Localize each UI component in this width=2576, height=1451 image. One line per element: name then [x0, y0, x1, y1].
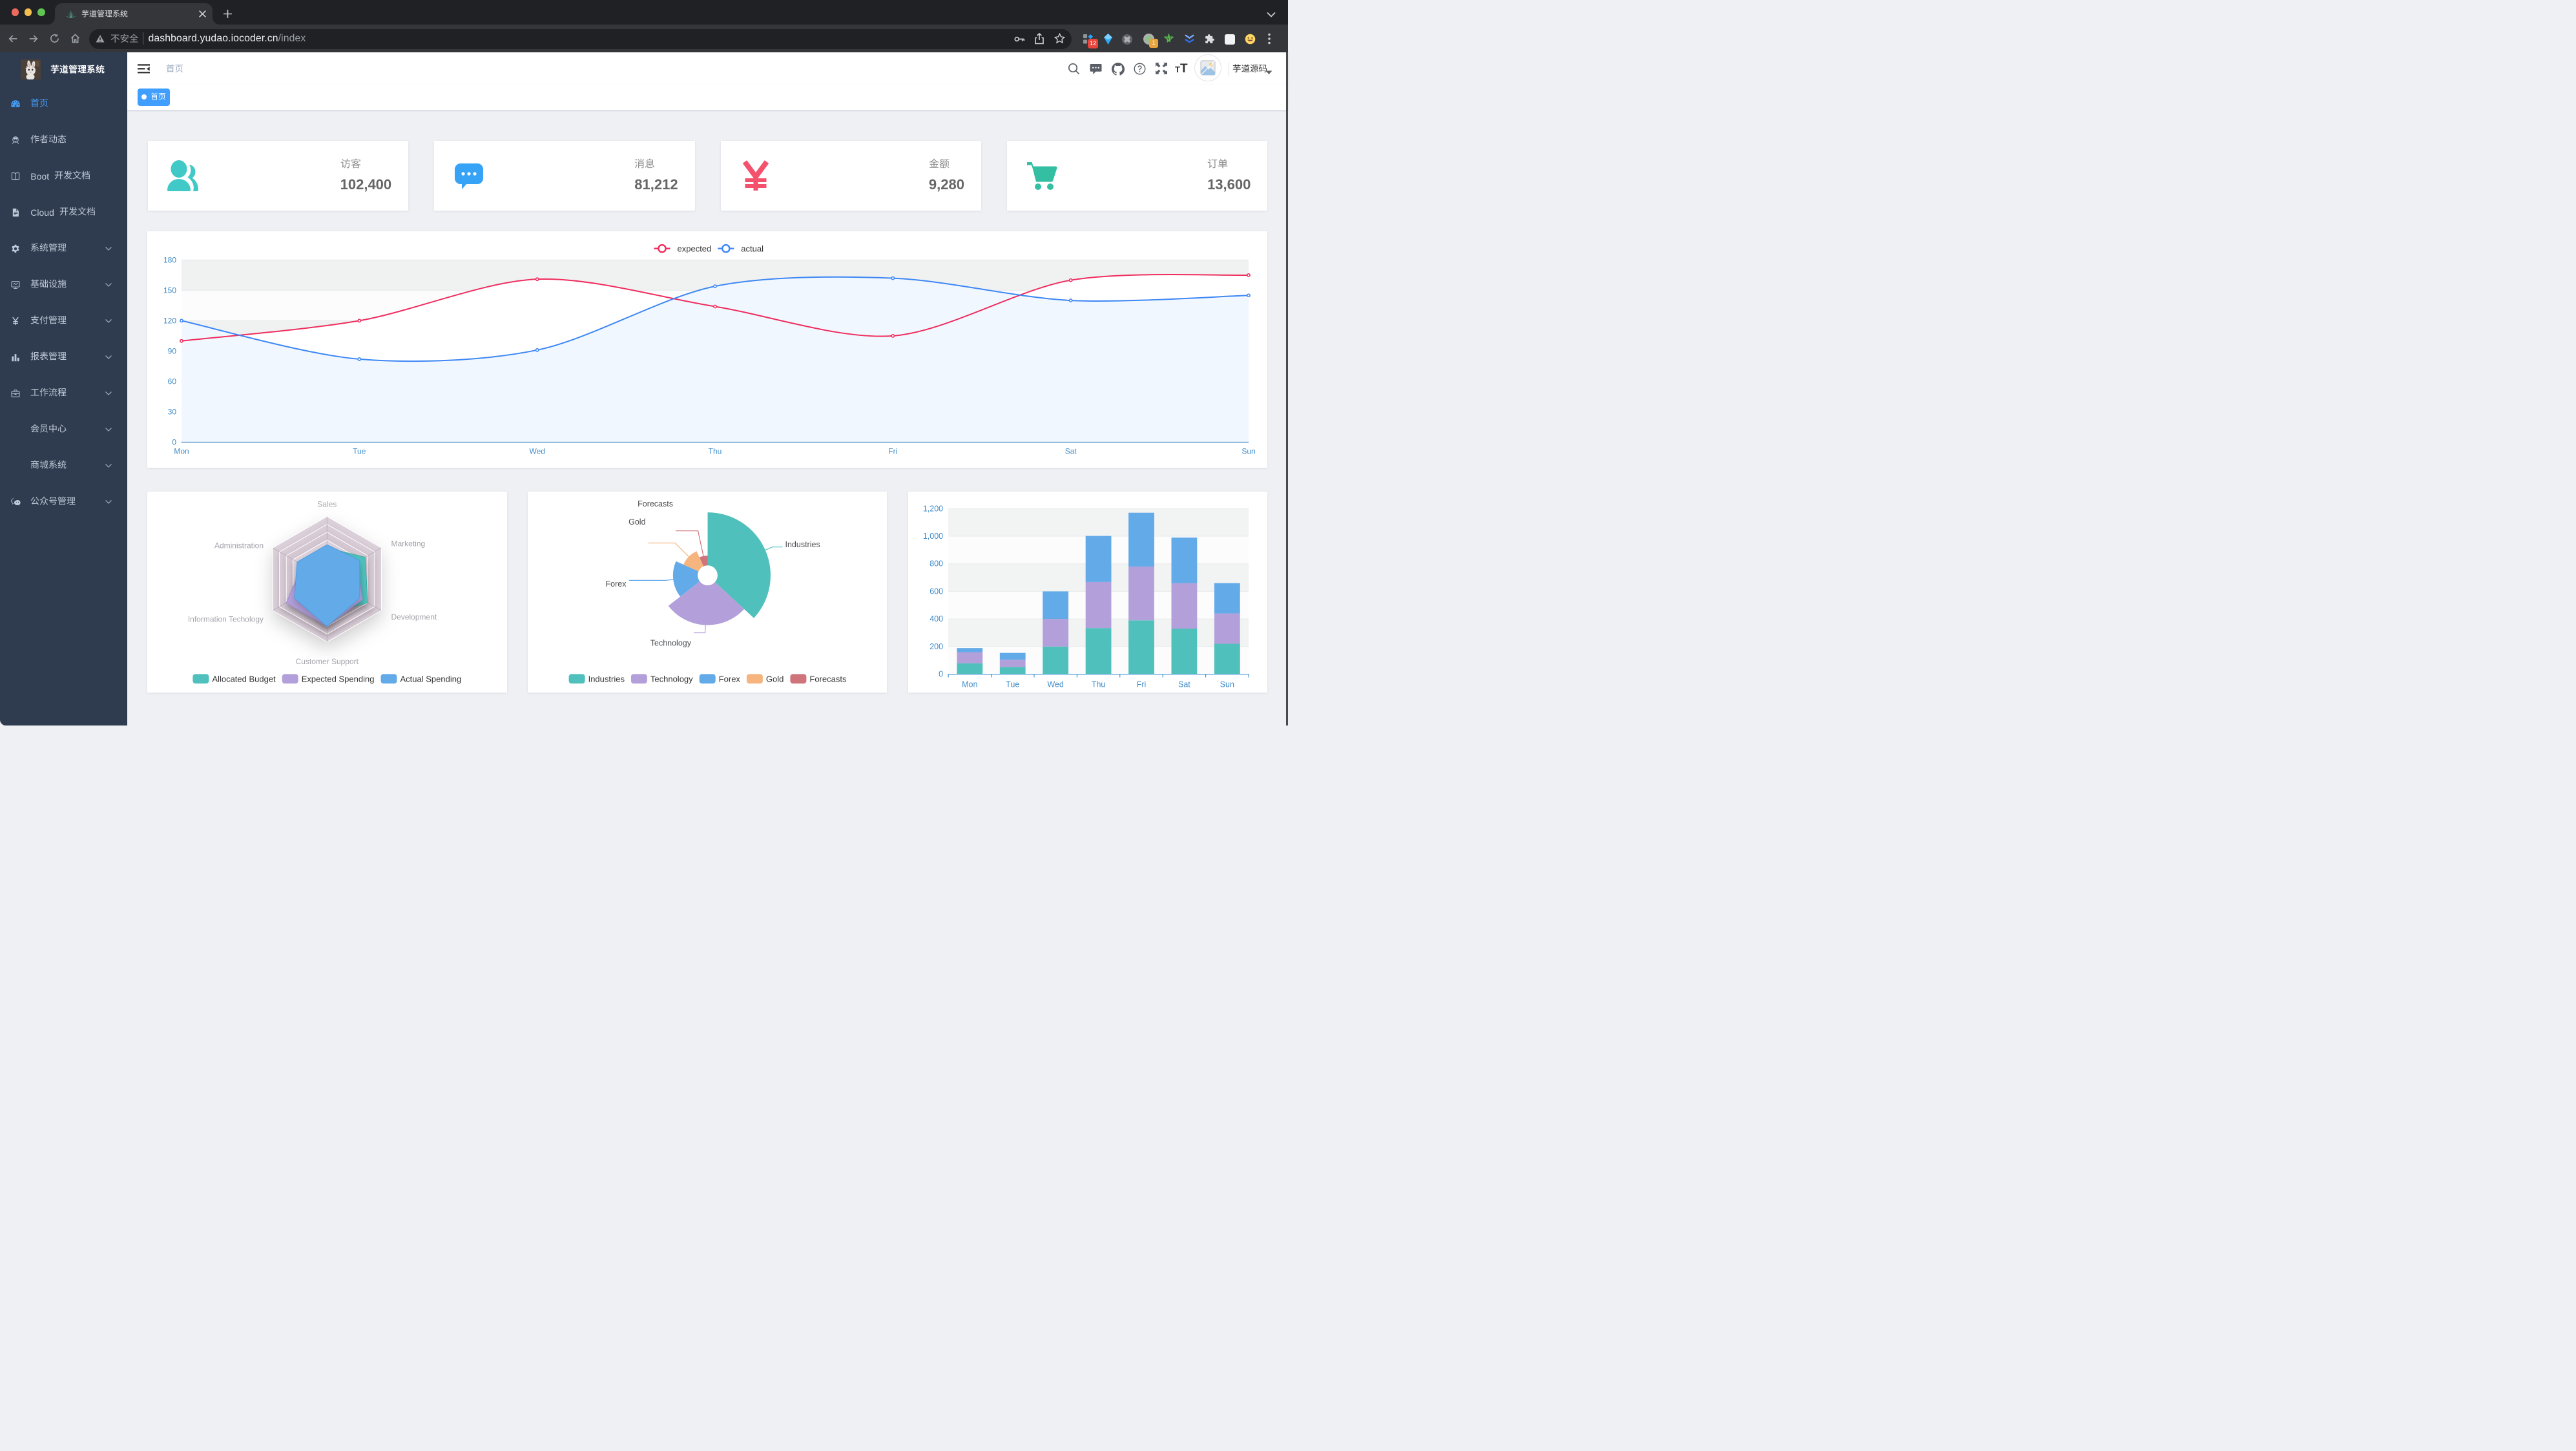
svg-text:Actual Spending: Actual Spending: [400, 674, 462, 684]
svg-text:Gold: Gold: [765, 674, 783, 684]
svg-text:180: 180: [163, 255, 176, 264]
svg-text:150: 150: [163, 286, 176, 295]
svg-text:Technology: Technology: [650, 674, 692, 684]
svg-text:Tue: Tue: [1006, 680, 1019, 689]
svg-text:0: 0: [939, 669, 943, 678]
svg-text:expected: expected: [678, 244, 712, 254]
svg-text:1,200: 1,200: [922, 504, 942, 513]
svg-text:Marketing: Marketing: [391, 539, 426, 548]
svg-text:1,000: 1,000: [922, 532, 942, 541]
svg-text:Allocated Budget: Allocated Budget: [212, 674, 276, 684]
svg-text:120: 120: [163, 316, 176, 325]
svg-text:600: 600: [930, 587, 943, 596]
svg-text:400: 400: [930, 614, 943, 623]
svg-text:90: 90: [168, 346, 177, 355]
svg-text:Sales: Sales: [317, 499, 337, 508]
svg-text:Sat: Sat: [1065, 446, 1077, 455]
svg-text:60: 60: [168, 377, 177, 386]
svg-text:Expected Spending: Expected Spending: [302, 674, 375, 684]
svg-text:Thu: Thu: [709, 446, 722, 455]
svg-text:Wed: Wed: [529, 446, 545, 455]
svg-text:Sat: Sat: [1178, 680, 1190, 689]
svg-text:Mon: Mon: [962, 680, 977, 689]
svg-text:30: 30: [168, 407, 177, 416]
svg-text:Technology: Technology: [650, 638, 691, 647]
svg-text:Sun: Sun: [1241, 446, 1255, 455]
svg-text:Administration: Administration: [214, 541, 264, 550]
svg-text:Sun: Sun: [1220, 680, 1234, 689]
svg-text:800: 800: [930, 559, 943, 568]
svg-text:Information Techology: Information Techology: [188, 614, 264, 623]
svg-text:Fri: Fri: [1136, 680, 1146, 689]
svg-text:Thu: Thu: [1091, 680, 1105, 689]
svg-text:Forecasts: Forecasts: [638, 499, 673, 508]
svg-text:Customer Support: Customer Support: [296, 657, 359, 666]
svg-text:Forecasts: Forecasts: [809, 674, 847, 684]
svg-text:Industries: Industries: [785, 540, 820, 549]
svg-text:Forex: Forex: [718, 674, 740, 684]
svg-text:Wed: Wed: [1047, 680, 1064, 689]
svg-text:Tue: Tue: [353, 446, 366, 455]
svg-text:Mon: Mon: [174, 446, 189, 455]
svg-text:Development: Development: [391, 612, 437, 621]
svg-text:Industries: Industries: [588, 674, 625, 684]
svg-text:Gold: Gold: [628, 517, 645, 527]
svg-text:actual: actual: [741, 244, 763, 254]
svg-text:Fri: Fri: [888, 446, 897, 455]
svg-text:200: 200: [930, 642, 943, 651]
svg-text:Forex: Forex: [605, 579, 627, 589]
svg-text:0: 0: [172, 437, 176, 446]
